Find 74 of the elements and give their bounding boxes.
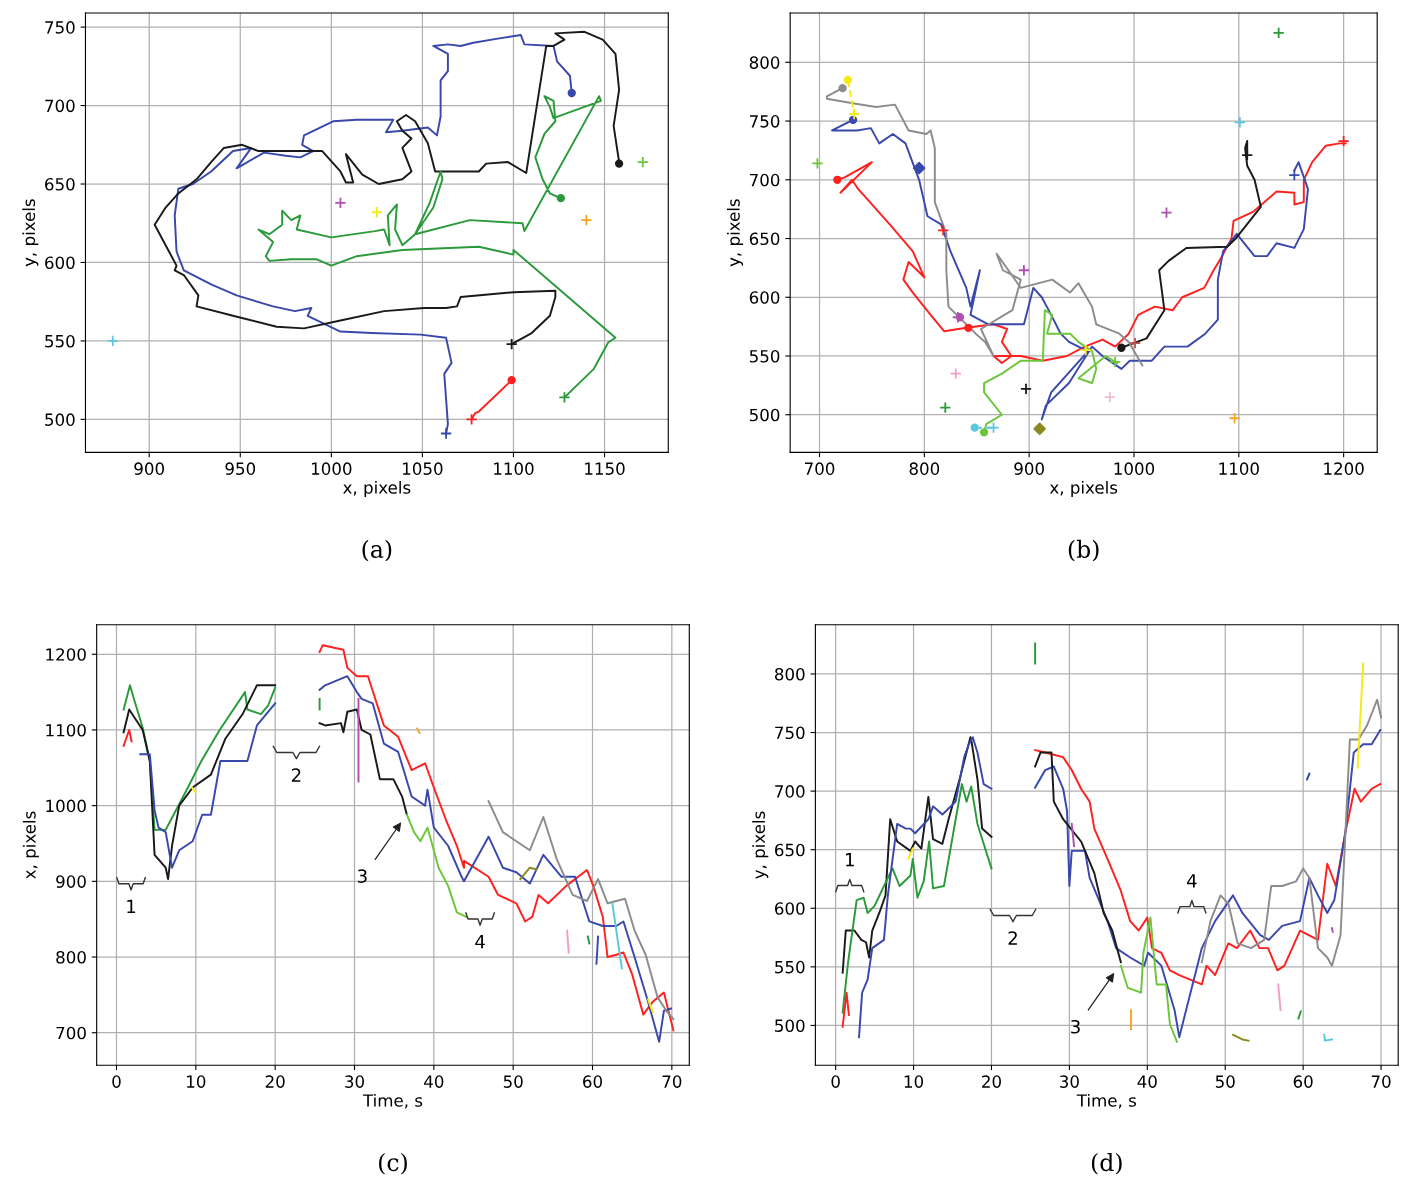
y-tick-label: 750: [45, 21, 75, 34]
y-tick-label: 650: [45, 177, 75, 191]
x-axis-title: x, pixels: [343, 480, 411, 498]
annotation: 3: [358, 869, 367, 883]
annotation: 3: [1071, 1019, 1080, 1034]
x-tick-label: 0: [831, 1075, 840, 1088]
y-axis-title: y, pixels: [752, 811, 769, 879]
y-tick-label: 650: [749, 232, 780, 246]
x-axis-title: x, pixels: [1049, 480, 1118, 498]
x-tick-label: 1000: [311, 462, 352, 475]
annotation: 4: [475, 935, 485, 949]
x-tick-label: 1050: [403, 462, 443, 475]
x-tick-label: 60: [583, 1075, 602, 1088]
annotation: 2: [1008, 931, 1017, 945]
y-tick-label: 1100: [46, 723, 86, 737]
annotation: 1: [127, 899, 136, 913]
x-tick-label: 70: [1371, 1075, 1391, 1088]
annotation: 1: [846, 853, 854, 867]
x-tick-label: 800: [909, 462, 940, 475]
x-tick-label: 1100: [494, 462, 534, 475]
y-tick-label: 900: [56, 875, 86, 888]
x-tick-label: 30: [345, 1075, 364, 1088]
x-tick-label: 20: [265, 1075, 285, 1088]
y-tick-label: 550: [45, 334, 75, 348]
y-tick-label: 500: [775, 1019, 805, 1032]
y-tick-label: 700: [750, 173, 780, 187]
x-tick-label: 900: [134, 462, 165, 475]
x-axis-title: Time, s: [1076, 1093, 1137, 1109]
y-axis-title: y, pixels: [22, 199, 39, 267]
x-tick-label: 40: [1137, 1075, 1157, 1088]
text: (b): [1068, 539, 1099, 562]
x-tick-label: 1200: [1324, 462, 1364, 475]
y-tick-label: 700: [56, 1026, 86, 1040]
y-axis-title: y, pixels: [726, 199, 744, 267]
x-tick-label: 1100: [1219, 462, 1259, 475]
x-tick-label: 1150: [585, 462, 625, 475]
x-tick-label: 0: [112, 1075, 121, 1088]
y-tick-label: 800: [774, 667, 805, 681]
y-tick-label: 600: [749, 291, 780, 304]
x-tick-label: 10: [904, 1075, 924, 1088]
x-tick-label: 60: [1293, 1075, 1313, 1088]
y-tick-label: 750: [750, 115, 780, 128]
y-tick-label: 800: [749, 56, 780, 69]
x-axis-title: Time, s: [362, 1093, 423, 1109]
x-tick-label: 1000: [1114, 462, 1155, 475]
y-tick-label: 700: [775, 785, 805, 798]
y-tick-label: 500: [45, 413, 75, 426]
x-tick-label: 30: [1060, 1075, 1079, 1088]
annotation: 4: [1187, 874, 1197, 888]
y-tick-label: 600: [775, 902, 805, 915]
text: (d): [1091, 1152, 1122, 1175]
x-tick-label: 50: [503, 1075, 523, 1088]
x-tick-label: 700: [804, 462, 835, 475]
y-axis-title: x, pixels: [22, 811, 39, 879]
y-tick-label: 800: [56, 950, 86, 964]
x-tick-label: 20: [982, 1075, 1001, 1088]
y-tick-label: 1200: [46, 648, 86, 661]
x-tick-label: 40: [424, 1075, 444, 1088]
x-tick-label: 70: [662, 1075, 682, 1088]
y-tick-label: 650: [775, 843, 805, 857]
y-tick-label: 750: [775, 726, 805, 740]
y-tick-label: 500: [749, 408, 780, 422]
y-tick-label: 550: [749, 349, 780, 363]
x-tick-label: 50: [1215, 1075, 1235, 1088]
x-tick-label: 10: [187, 1075, 206, 1088]
text: (a): [362, 539, 392, 562]
annotation: 2: [291, 768, 301, 782]
text: (c): [379, 1152, 407, 1175]
y-tick-label: 550: [775, 960, 805, 974]
y-tick-label: 600: [45, 256, 75, 270]
x-tick-label: 900: [1014, 462, 1044, 475]
y-tick-label: 1000: [46, 799, 86, 813]
y-tick-label: 700: [45, 99, 75, 113]
x-tick-label: 950: [225, 462, 256, 475]
